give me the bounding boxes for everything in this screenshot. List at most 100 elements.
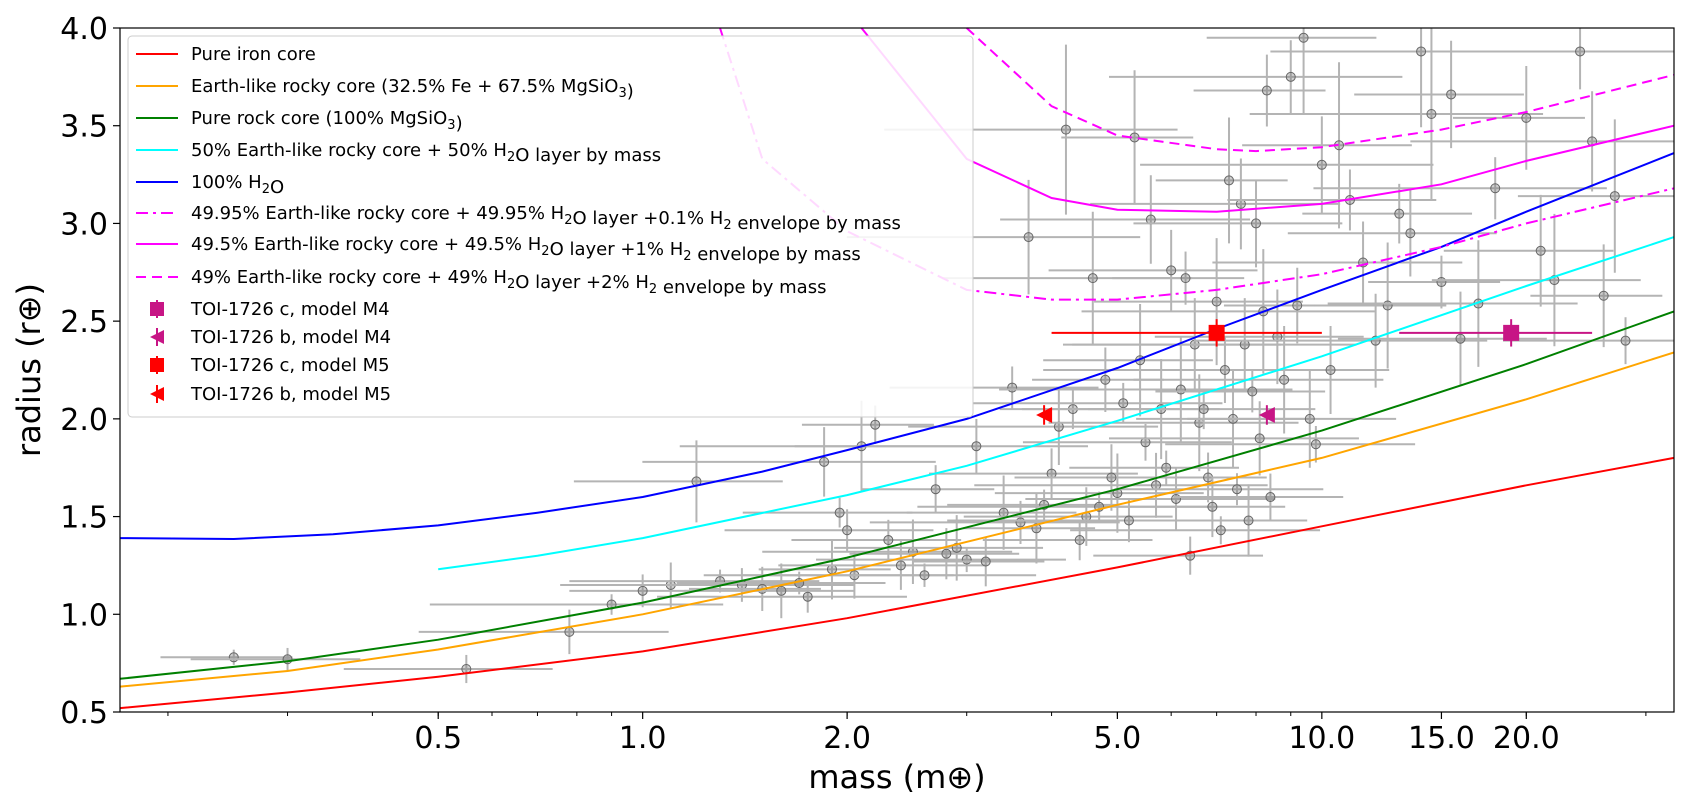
axis-ticks: 0.5 1.0 2.0 5.0 10.0 15.0 20.0 0.5 1.0 1.5 2.0 2.5 3… (60, 12, 1647, 756)
background-planet-point (1575, 46, 1586, 57)
background-planet-point (919, 570, 930, 581)
legend-label: TOI-1726 c, model M5 (190, 355, 390, 376)
background-planet-point (961, 554, 972, 565)
background-planet-point (1231, 484, 1242, 495)
background-planet-point (1394, 208, 1405, 219)
y-tick-label: 2.5 (60, 305, 108, 340)
background-planet-point (980, 556, 991, 567)
legend-label: TOI-1726 b, model M5 (190, 384, 391, 405)
legend-label: 49.5% Earth-like rocky core + 49.5% H2O … (191, 234, 861, 265)
background-planet-point (1436, 277, 1447, 288)
background-planet-point (1455, 333, 1466, 344)
y-tick-label: 1.5 (60, 501, 108, 536)
x-tick-label: 10.0 (1288, 721, 1355, 756)
background-planet-point (1310, 439, 1321, 450)
y-tick-label: 4.0 (60, 12, 108, 47)
background-planet-point (1285, 71, 1296, 82)
y-tick-label: 1.0 (60, 598, 108, 633)
legend-label: 49% Earth-like rocky core + 49% H2O laye… (191, 267, 826, 298)
background-planet-point (1535, 245, 1546, 256)
background-planet-point (1304, 413, 1315, 424)
legend-label: Pure rock core (100% MgSiO3) (191, 108, 463, 134)
background-planet-point (1446, 89, 1457, 100)
y-tick-label: 2.0 (60, 403, 108, 438)
background-planet-point (802, 591, 813, 602)
background-planet-point (971, 441, 982, 452)
x-tick-label: 2.0 (823, 721, 871, 756)
background-planet-point (1198, 404, 1209, 415)
background-planet-point (776, 585, 787, 596)
legend-marker (150, 302, 164, 316)
x-tick-label: 20.0 (1493, 721, 1560, 756)
background-planet-point (1060, 124, 1071, 135)
y-tick-label: 3.5 (60, 110, 108, 145)
background-planet-point (564, 626, 575, 637)
background-planet-point (1254, 433, 1265, 444)
model-curve-3 (119, 310, 1675, 680)
model-curve-2 (119, 351, 1675, 688)
model-curve-5 (119, 152, 1675, 541)
background-planet-point (930, 484, 941, 495)
toi-planet-marker-2 (1258, 406, 1275, 423)
background-planet-point (1247, 386, 1258, 397)
background-planet-point (1007, 382, 1018, 393)
background-planet-point (1171, 493, 1182, 504)
background-planet-point (1405, 228, 1416, 239)
background-planet-point (842, 525, 853, 536)
background-planet-point (1074, 535, 1085, 546)
x-axis-label: mass (m⊕) (808, 758, 985, 796)
background-planet-point (941, 548, 952, 559)
background-planet-point (1426, 108, 1437, 119)
legend-label: TOI-1726 c, model M4 (190, 299, 390, 320)
background-planet-point (1416, 46, 1427, 57)
background-planet-point (1251, 218, 1262, 229)
y-tick-label: 0.5 (60, 696, 108, 731)
y-tick-label: 3.0 (60, 207, 108, 242)
background-planet-point (1207, 501, 1218, 512)
legend-label: 50% Earth-like rocky core + 50% H2O laye… (191, 140, 661, 166)
background-planet-point (819, 456, 830, 467)
background-planet-point (1161, 462, 1172, 473)
model-curve-1 (119, 456, 1675, 710)
background-planet-point (1023, 232, 1034, 243)
background-planet-point (1598, 290, 1609, 301)
background-planet-point (883, 535, 894, 546)
background-planet-point (1620, 335, 1631, 346)
model-curve-7 (860, 27, 1675, 213)
background-planet-point (870, 419, 881, 430)
background-planet-point (1087, 273, 1098, 284)
toi-planet-marker-4 (1036, 406, 1053, 423)
background-planet-point (1219, 365, 1230, 375)
y-axis-label: radius (r⊕) (10, 283, 48, 457)
background-planet-point (1279, 374, 1290, 385)
toi-planet-marker-3 (1208, 324, 1225, 341)
background-planet-point (1224, 175, 1235, 186)
background-planet-point (1180, 273, 1191, 284)
legend-marker (150, 330, 164, 344)
background-planet-point (1490, 183, 1501, 194)
legend-label: Earth-like rocky core (32.5% Fe + 67.5% … (191, 76, 634, 102)
background-planet-point (1382, 300, 1393, 311)
legend-marker (150, 387, 164, 401)
model-curve-4 (438, 236, 1675, 571)
background-planet-point (1609, 191, 1620, 202)
background-planet-point (637, 585, 648, 596)
background-planet-point (228, 652, 239, 663)
background-planet-point (895, 560, 906, 571)
legend-label: 100% H2O (191, 172, 284, 198)
background-planet-point (1211, 296, 1222, 307)
model-curve-8 (966, 27, 1675, 153)
background-planet-point (1325, 365, 1336, 375)
legend-box (127, 35, 974, 418)
background-planet-point (1243, 515, 1254, 526)
background-planet-point (1265, 492, 1276, 503)
background-planet-point (1123, 515, 1134, 526)
background-planet-point (1292, 300, 1303, 311)
x-tick-label: 1.0 (619, 721, 667, 756)
background-planet-point (1203, 472, 1214, 483)
legend-marker (150, 358, 164, 372)
background-planet-point (1100, 374, 1111, 385)
toi-1726-markers (1036, 319, 1593, 425)
plot-frame (119, 27, 1675, 713)
